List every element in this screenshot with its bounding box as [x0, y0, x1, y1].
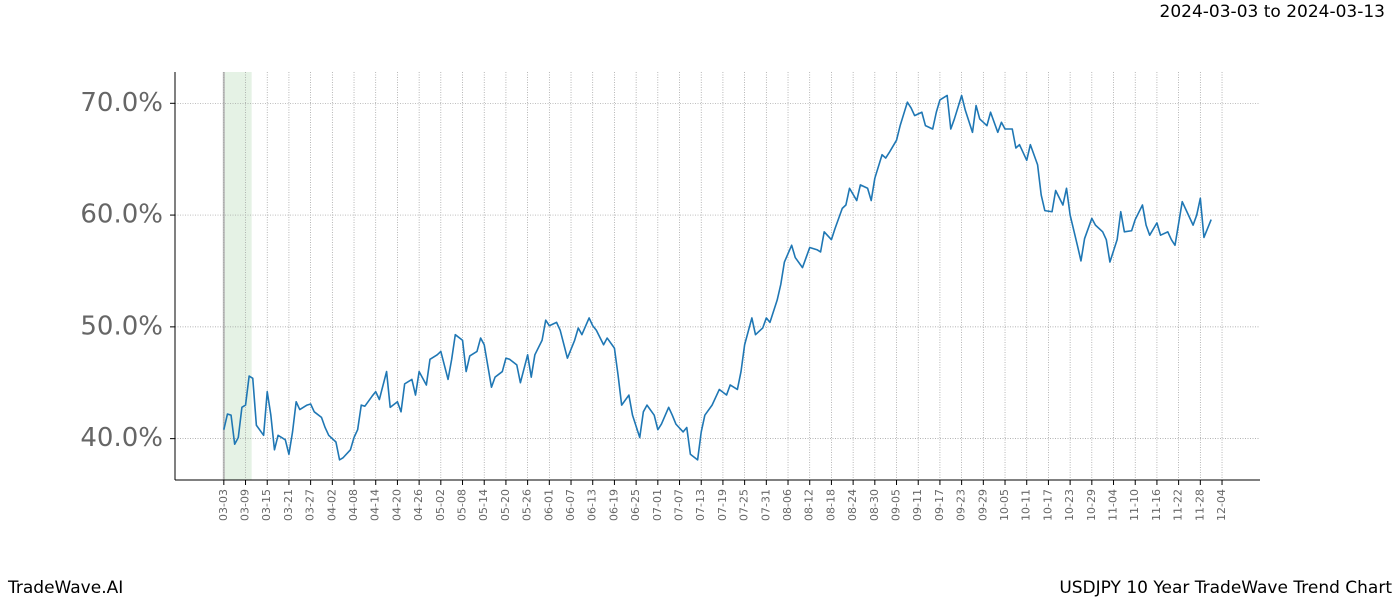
- x-tick-label: 03-21: [282, 489, 295, 521]
- x-tick-label: 04-08: [347, 489, 360, 521]
- x-tick-label: 10-17: [1041, 489, 1054, 521]
- x-tick-label: 09-05: [890, 489, 903, 521]
- x-tick-label: 08-12: [803, 489, 816, 521]
- x-tick-label: 04-20: [390, 489, 403, 521]
- x-tick-label: 09-11: [911, 489, 924, 521]
- x-tick-label: 09-29: [976, 489, 989, 521]
- x-tick-label: 05-08: [456, 489, 469, 521]
- x-tick-label: 03-09: [239, 489, 252, 521]
- x-tick-label: 10-05: [998, 489, 1011, 521]
- y-tick-label: 70.0%: [80, 88, 163, 118]
- x-tick-label: 09-23: [955, 489, 968, 521]
- chart-title: 2024-03-03 to 2024-03-13: [1160, 2, 1385, 22]
- x-tick-label: 05-20: [499, 489, 512, 521]
- x-tick-label: 11-28: [1193, 489, 1206, 521]
- x-tick-label: 08-18: [824, 489, 837, 521]
- x-tick-label: 06-07: [564, 489, 577, 521]
- x-tick-label: 10-11: [1020, 489, 1033, 521]
- y-tick-label: 60.0%: [80, 200, 163, 230]
- x-tick-label: 03-03: [217, 489, 230, 521]
- x-tick-label: 07-31: [759, 489, 772, 521]
- x-tick-label: 06-13: [586, 489, 599, 521]
- x-tick-label: 06-25: [629, 489, 642, 521]
- x-tick-label: 08-24: [846, 489, 859, 521]
- x-tick-label: 03-15: [260, 489, 273, 521]
- x-tick-label: 06-01: [542, 489, 555, 521]
- x-tick-label: 08-30: [868, 489, 881, 521]
- x-tick-label: 04-02: [325, 489, 338, 521]
- x-tick-label: 04-14: [369, 489, 382, 521]
- x-tick-label: 10-29: [1085, 489, 1098, 521]
- x-tick-label: 07-19: [716, 489, 729, 521]
- brand: TradeWave.AI: [7, 578, 123, 598]
- x-tick-label: 07-07: [673, 489, 686, 521]
- x-tick-label: 05-26: [521, 489, 534, 521]
- x-tick-label: 10-23: [1063, 489, 1076, 521]
- x-tick-label: 04-26: [412, 489, 425, 521]
- y-tick-label: 50.0%: [80, 311, 163, 341]
- y-tick-label: 40.0%: [80, 423, 163, 453]
- x-tick-label: 11-16: [1150, 489, 1163, 521]
- x-tick-label: 11-10: [1128, 489, 1141, 521]
- x-tick-label: 06-19: [607, 489, 620, 521]
- x-tick-label: 09-17: [933, 489, 946, 521]
- x-tick-label: 07-13: [694, 489, 707, 521]
- x-tick-label: 03-27: [304, 489, 317, 521]
- chart-caption: USDJPY 10 Year TradeWave Trend Chart: [1059, 578, 1392, 598]
- x-tick-label: 11-04: [1107, 489, 1120, 521]
- data-line: [223, 94, 1212, 461]
- x-tick-label: 07-01: [651, 489, 664, 521]
- x-tick-label: 11-22: [1172, 489, 1185, 521]
- x-tick-label: 05-14: [477, 489, 490, 521]
- x-tick-label: 05-02: [434, 489, 447, 521]
- x-tick-label: 08-06: [781, 489, 794, 521]
- highlight-band: [223, 72, 252, 480]
- x-tick-label: 12-04: [1215, 489, 1228, 521]
- x-tick-label: 07-25: [738, 489, 751, 521]
